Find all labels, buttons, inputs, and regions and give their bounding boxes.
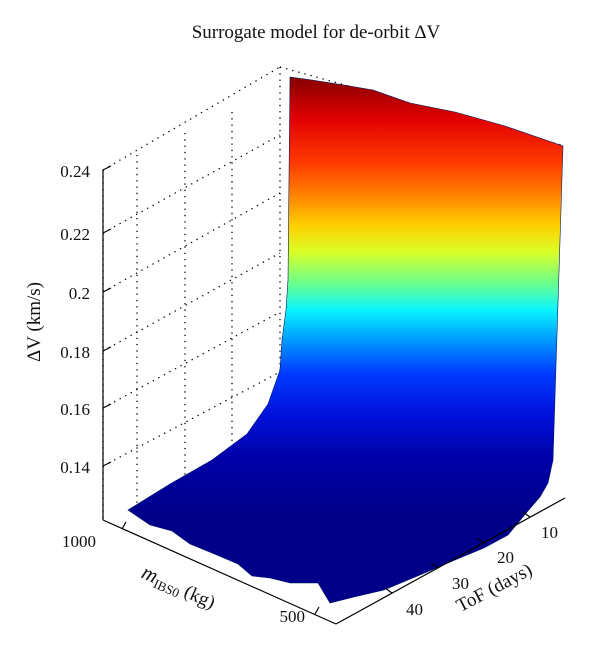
chart-title: Surrogate model for de-orbit ΔV xyxy=(192,22,441,43)
mass-tick-mark xyxy=(314,606,320,615)
grid-horizontal xyxy=(102,192,281,293)
mass-axis-line xyxy=(102,519,337,625)
tof-tick-label: 20 xyxy=(497,548,514,567)
z-tick-mark xyxy=(102,287,112,293)
grid-horizontal xyxy=(102,134,281,234)
mass-ticks: 1000 500 xyxy=(62,521,320,626)
z-tick-mark xyxy=(102,228,112,234)
z-tick-label: 0.14 xyxy=(60,458,90,477)
grid-horizontal xyxy=(102,252,281,352)
mass-axis-label-unit: (kg) xyxy=(176,580,218,614)
tof-tick-label: 10 xyxy=(541,523,558,542)
axes xyxy=(102,170,566,625)
tof-tick-mark xyxy=(430,562,439,569)
tof-tick-mark xyxy=(476,537,485,544)
grid-horizontal xyxy=(102,311,281,409)
mass-tick-mark xyxy=(121,521,127,530)
z-tick-label: 0.16 xyxy=(60,400,90,419)
tof-tick-mark xyxy=(384,587,393,594)
mass-tick-label: 1000 xyxy=(62,532,96,551)
z-tick-mark xyxy=(102,346,112,352)
z-tick-label: 0.22 xyxy=(60,225,90,244)
z-tick-mark xyxy=(102,165,112,171)
tof-tick-label: 30 xyxy=(452,574,469,593)
z-axis-label: ΔV (km/s) xyxy=(24,282,45,362)
z-tick-label: 0.2 xyxy=(69,284,90,303)
mass-tick-label: 500 xyxy=(280,607,306,626)
z-tick-label: 0.24 xyxy=(60,162,90,181)
z-tick-mark xyxy=(102,461,112,467)
grid-horizontal xyxy=(102,66,281,171)
z-tick-label: 0.18 xyxy=(60,343,90,362)
tof-tick-mark xyxy=(522,511,531,518)
tof-tick-label: 40 xyxy=(406,600,423,619)
mass-axis-label: mIBS0 (kg) xyxy=(137,560,219,616)
z-ticks: 0.24 0.22 0.2 0.18 0.16 0.14 xyxy=(60,162,112,477)
tof-axis-line xyxy=(335,497,566,625)
tof-ticks: 10 20 30 40 xyxy=(384,511,558,619)
z-tick-mark xyxy=(102,403,112,409)
surface xyxy=(127,76,564,604)
